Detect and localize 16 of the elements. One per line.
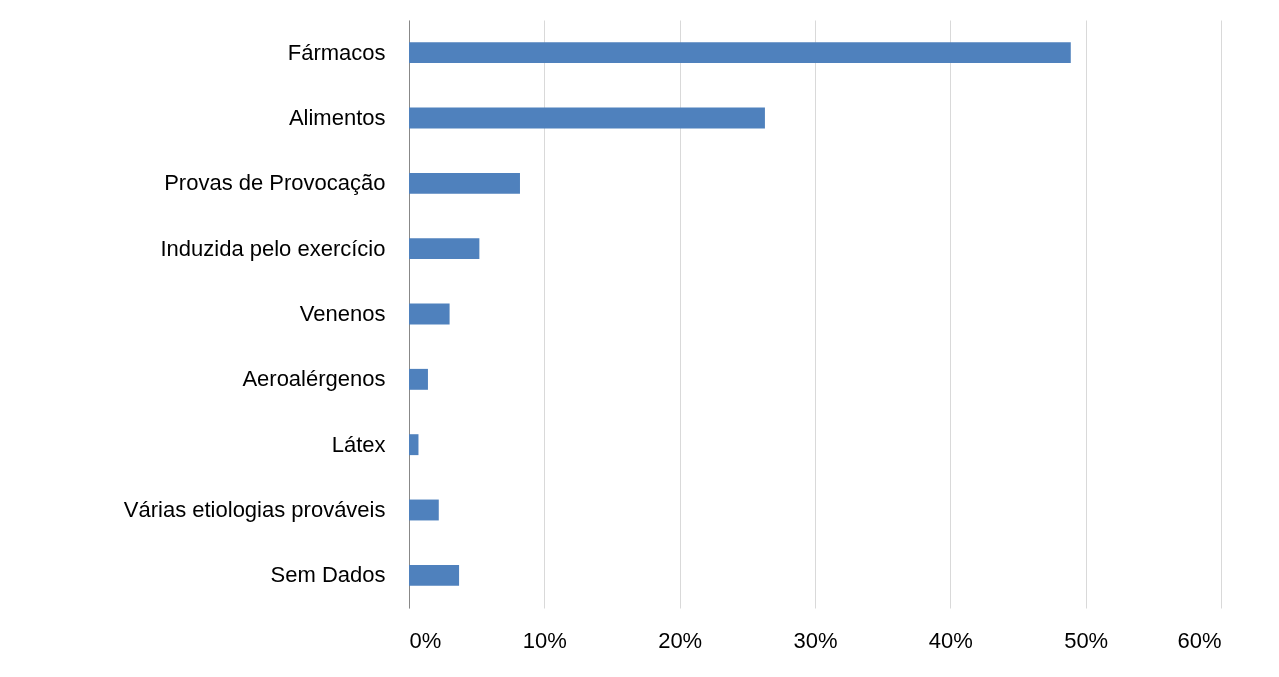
x-tick-label: 0% [409,627,442,653]
y-tick-label: Induzida pelo exercício [160,235,386,261]
y-tick-label: Látex [331,431,386,457]
x-tick-label: 50% [1064,627,1109,653]
y-tick-label: Venenos [299,301,386,326]
y-tick-label: Várias etiologias prováveis [123,497,386,522]
y-tick-label: Sem Dados [270,562,386,588]
x-tick-label: 60% [1177,627,1222,653]
x-tick-label: 10% [522,627,567,653]
x-tick-label: 20% [658,627,703,653]
y-tick-label: Fármacos [287,39,386,65]
x-tick-label: 40% [928,627,973,653]
y-tick-label: Provas de Provocação [164,170,386,196]
x-tick-label: 30% [793,627,838,653]
y-tick-label: Alimentos [288,105,386,130]
y-tick-label: Aeroalérgenos [242,366,386,392]
